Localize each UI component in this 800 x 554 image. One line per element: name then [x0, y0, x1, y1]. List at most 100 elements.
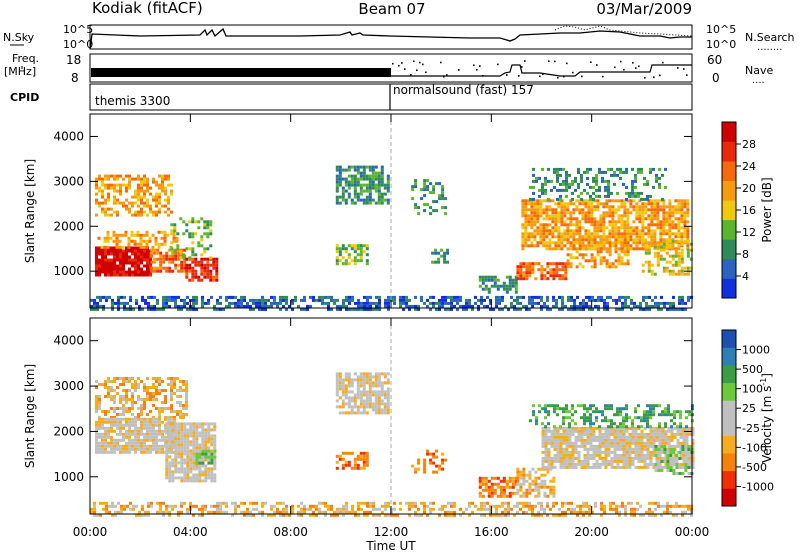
power-cell [116, 174, 119, 178]
power-cell [180, 260, 184, 264]
velocity-cell [519, 473, 523, 477]
velocity-cell [619, 444, 623, 448]
power-cell [527, 217, 531, 221]
velocity-cell [128, 389, 131, 392]
velocity-cell [110, 447, 113, 451]
velocity-cell [95, 410, 98, 413]
velocity-cell [664, 432, 668, 436]
velocity-cell [537, 476, 541, 480]
velocity-cell [432, 452, 436, 456]
power-cell [191, 257, 195, 261]
velocity-cell [201, 449, 205, 453]
power-cell [626, 262, 630, 266]
power-cell [137, 273, 140, 277]
power-cell [572, 238, 576, 242]
power-cell [131, 252, 134, 256]
power-cell [185, 275, 189, 279]
power-cell [153, 257, 157, 261]
power-cell [203, 247, 207, 251]
velocity-cell [592, 453, 596, 457]
power-cell [587, 220, 591, 224]
power-cell [626, 220, 630, 224]
velocity-cell [204, 467, 208, 471]
power-cell [112, 230, 116, 234]
power-cell [174, 304, 177, 308]
power-cell [350, 183, 354, 187]
velocity-cell [673, 410, 676, 414]
velocity-cell [377, 396, 381, 400]
velocity-cell [380, 408, 384, 412]
power-cell [578, 235, 582, 239]
power-cell [683, 232, 687, 236]
power-cell [648, 295, 651, 299]
power-cell [569, 202, 573, 206]
power-cell [643, 197, 646, 201]
velocity-cell [213, 464, 217, 468]
velocity-cell [371, 405, 375, 409]
velocity-cell [610, 425, 613, 429]
velocity-cell [116, 420, 119, 424]
power-cell [519, 274, 523, 278]
velocity-cell [198, 461, 202, 465]
power-cell [356, 253, 360, 257]
power-cell [629, 247, 633, 251]
power-cell [137, 264, 140, 268]
power-cell [200, 253, 204, 257]
velocity-cell [192, 452, 196, 456]
power-cell [653, 223, 657, 227]
velocity-cell [490, 476, 494, 480]
velocity-cell [335, 405, 339, 409]
velocity-cell [559, 432, 563, 436]
power-cell [668, 245, 672, 249]
velocity-cell [676, 450, 680, 454]
power-cell [647, 242, 651, 246]
power-cell [95, 249, 98, 253]
power-cell [353, 168, 357, 172]
velocity-cell [541, 429, 545, 433]
velocity-cell [176, 395, 179, 398]
power-cell [555, 262, 559, 266]
power-cell [632, 229, 636, 233]
velocity-cell [152, 404, 155, 407]
power-cell [635, 235, 639, 239]
power-cell [335, 183, 339, 187]
velocity-cell [204, 479, 208, 483]
power-cell [146, 180, 149, 184]
velocity-cell [201, 440, 205, 444]
velocity-cell [640, 441, 644, 445]
velocity-cell [589, 435, 593, 439]
power-cell [117, 307, 120, 311]
velocity-cell [559, 465, 563, 469]
power-cell [574, 179, 577, 183]
velocity-cell [658, 404, 661, 408]
power-cell [158, 198, 161, 202]
velocity-cell [675, 463, 679, 466]
power-cell [95, 267, 98, 271]
power-cell [377, 174, 381, 178]
nave-dot [443, 75, 445, 78]
velocity-cell [192, 449, 196, 453]
power-cell [101, 207, 104, 211]
power-cell [659, 254, 663, 258]
power-cell [143, 180, 146, 184]
nave-dot [632, 62, 634, 64]
power-cell [548, 214, 552, 218]
power-cell [377, 183, 381, 187]
velocity-cell [170, 450, 173, 454]
power-cell [524, 238, 528, 242]
power-cell [626, 250, 630, 254]
power-cell [608, 214, 612, 218]
velocity-cell [192, 464, 196, 468]
velocity-cell [622, 425, 625, 429]
power-cell [143, 249, 146, 253]
power-cell [162, 304, 165, 308]
velocity-cell [189, 476, 193, 480]
power-cell [101, 267, 104, 271]
power-cell [665, 239, 669, 243]
power-cell [130, 230, 134, 234]
noise-search-line [554, 25, 693, 37]
nave-dot [524, 60, 526, 62]
velocity-cell [155, 435, 158, 439]
power-cell [384, 301, 387, 305]
power-cell [417, 307, 420, 311]
